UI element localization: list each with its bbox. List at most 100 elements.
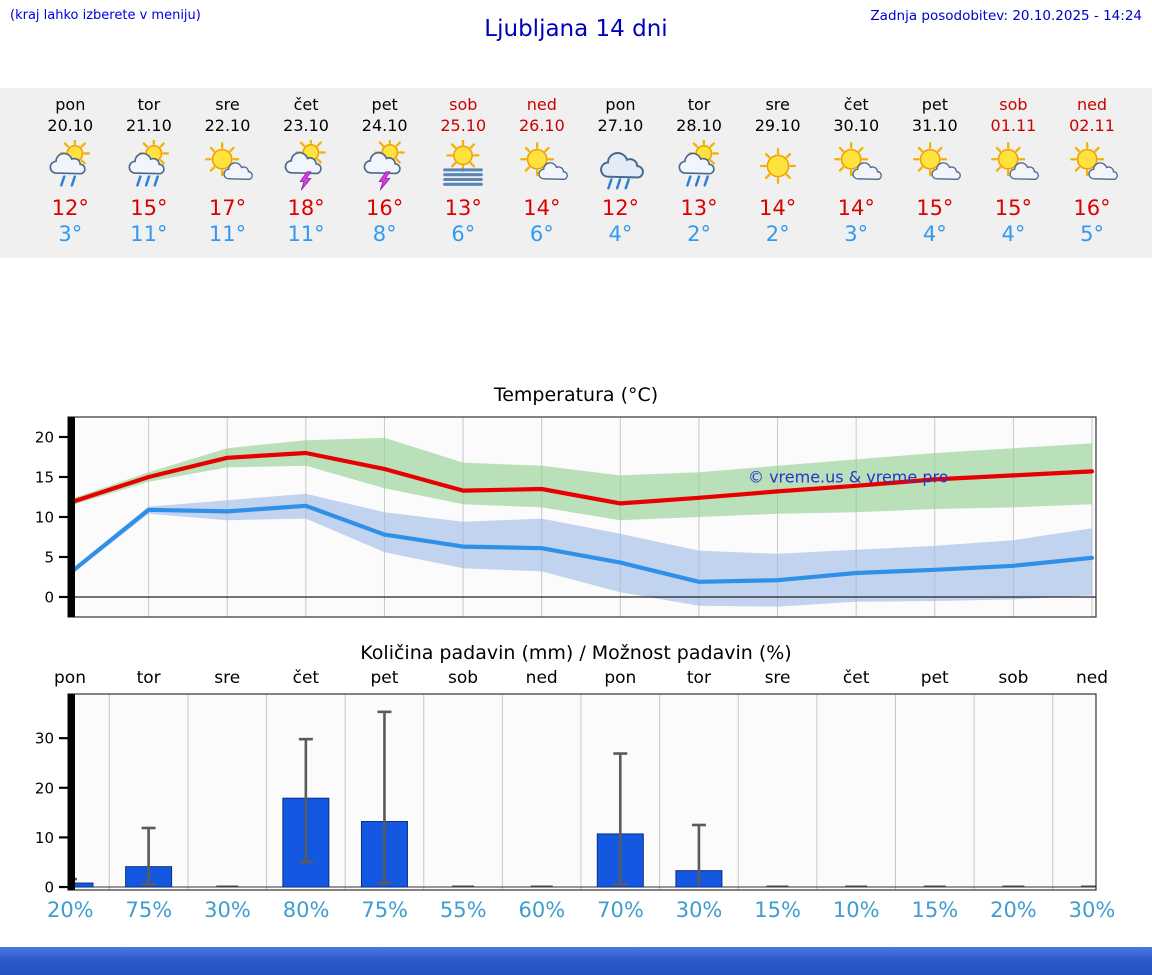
precip-bar-zero bbox=[452, 885, 475, 888]
day-date: 30.10 bbox=[833, 116, 880, 135]
min-temperature: 4° bbox=[608, 222, 633, 246]
precip-bar-zero bbox=[845, 885, 868, 888]
chart-day-label: sre bbox=[214, 668, 240, 688]
min-temperature: 4° bbox=[1001, 222, 1026, 246]
day-name: sre bbox=[215, 95, 240, 114]
min-temperature: 11° bbox=[130, 222, 168, 246]
precip-probability: 60% bbox=[518, 898, 566, 922]
min-temperature: 3° bbox=[58, 222, 83, 246]
max-temperature: 13° bbox=[680, 196, 718, 220]
precip-probability: 30% bbox=[1068, 898, 1116, 922]
precip-bar-zero bbox=[216, 885, 239, 888]
chart-day-label: sre bbox=[765, 668, 791, 688]
precip-probability: 30% bbox=[675, 898, 723, 922]
y-tick-label: 0 bbox=[44, 879, 54, 894]
min-temperature: 2° bbox=[765, 222, 790, 246]
weather-icon bbox=[110, 139, 189, 193]
weather-icon bbox=[188, 139, 267, 193]
max-temperature: 16° bbox=[366, 196, 404, 220]
sun-fog-icon bbox=[443, 140, 484, 186]
day-date: 01.11 bbox=[990, 116, 1037, 135]
min-temperature: 6° bbox=[529, 222, 554, 246]
day-date: 22.10 bbox=[204, 116, 251, 135]
watermark-link[interactable]: © vreme.us & vreme.pro bbox=[748, 468, 949, 487]
day-name: čet bbox=[293, 95, 319, 114]
chart-day-label: čet bbox=[293, 668, 320, 688]
precipitation-chart-section: Količina padavin (mm) / Možnost padavin … bbox=[0, 642, 1152, 922]
max-temperature: 15° bbox=[994, 196, 1033, 220]
day-column: pon 20.10 12° 3° bbox=[31, 94, 110, 258]
day-column: pon 27.10 12° 4° bbox=[581, 94, 660, 258]
weather-icon bbox=[267, 139, 346, 193]
precipitation-chart-title: Količina padavin (mm) / Možnost padavin … bbox=[360, 642, 792, 664]
precip-probability: 20% bbox=[46, 898, 94, 922]
precip-bar-zero bbox=[1002, 885, 1025, 888]
y-tick-label: 10 bbox=[35, 509, 54, 527]
temperature-chart-title: Temperatura (°C) bbox=[493, 384, 659, 406]
precip-probability: 30% bbox=[204, 898, 251, 922]
precip-probability-row: 20% 75% 30% 80% 75% 55% 60% 70% 30% 15% 10% 15% 20% 3… bbox=[0, 898, 1152, 922]
day-name: ned bbox=[526, 95, 557, 114]
day-name: čet bbox=[843, 95, 869, 114]
forecast-day-strip: pon 20.10 12° 3° tor 21.10 15° 11° sre 22.10 17° 11… bbox=[0, 88, 1152, 258]
day-date: 28.10 bbox=[676, 116, 722, 135]
weather-icon bbox=[345, 139, 424, 193]
y-tick-label: 5 bbox=[44, 549, 54, 567]
precip-bar-zero bbox=[530, 885, 553, 888]
max-temperature: 12° bbox=[601, 196, 640, 220]
day-column: sob 01.11 15° 4° bbox=[974, 94, 1053, 258]
temperature-chart: 0 5 10 15 20 © vreme.us & vreme.pro bbox=[35, 416, 1097, 618]
day-column: ned 02.11 16° 5° bbox=[1053, 94, 1132, 258]
footer-bar bbox=[0, 947, 1152, 975]
sun-cloud-icon bbox=[834, 142, 883, 180]
sun-cloud-icon bbox=[519, 142, 568, 180]
max-temperature: 17° bbox=[208, 196, 247, 220]
y-axis bbox=[68, 417, 75, 617]
weather-icon bbox=[738, 139, 817, 193]
day-date: 25.10 bbox=[440, 116, 487, 135]
max-temperature: 16° bbox=[1073, 196, 1111, 220]
min-temperature-range bbox=[70, 493, 1092, 607]
day-name: tor bbox=[137, 95, 161, 114]
precip-bar-zero bbox=[923, 885, 946, 888]
precip-probability: 75% bbox=[125, 898, 173, 922]
max-temperature: 14° bbox=[837, 196, 875, 220]
day-date: 21.10 bbox=[125, 116, 172, 135]
precip-probability: 15% bbox=[754, 898, 801, 922]
max-temperature: 18° bbox=[287, 196, 325, 220]
day-name: tor bbox=[687, 95, 711, 114]
weather-icon bbox=[503, 139, 582, 193]
sun-cloud-icon bbox=[205, 142, 254, 180]
y-tick-label: 0 bbox=[44, 589, 54, 607]
day-name: sre bbox=[765, 95, 790, 114]
min-temperature-line bbox=[67, 503, 1095, 584]
day-date: 26.10 bbox=[518, 116, 565, 135]
max-temperature: 12° bbox=[51, 196, 89, 220]
min-temperature: 4° bbox=[922, 222, 947, 246]
precip-probability: 70% bbox=[597, 898, 644, 922]
day-date: 20.10 bbox=[47, 116, 94, 135]
y-tick-label: 10 bbox=[35, 829, 54, 847]
day-name: ned bbox=[1076, 95, 1108, 114]
sun-showers-icon bbox=[49, 140, 91, 187]
max-temperature: 14° bbox=[523, 196, 561, 220]
chart-day-label: sob bbox=[998, 668, 1028, 688]
day-column: tor 28.10 13° 2° bbox=[660, 94, 739, 258]
day-column: čet 30.10 14° 3° bbox=[817, 94, 896, 258]
chart-day-label: sob bbox=[448, 668, 478, 688]
min-temperature: 5° bbox=[1080, 222, 1104, 246]
day-name: sob bbox=[999, 95, 1028, 114]
y-tick-label: 20 bbox=[35, 429, 54, 447]
day-date: 27.10 bbox=[597, 116, 644, 135]
day-name: pet bbox=[921, 95, 948, 114]
weather-icon bbox=[974, 139, 1053, 193]
min-temperature: 11° bbox=[208, 222, 247, 246]
chart-day-label: ned bbox=[1076, 668, 1108, 688]
precip-probability: 80% bbox=[282, 898, 330, 922]
min-temperature: 2° bbox=[687, 222, 711, 246]
day-column: čet 23.10 18° 11° bbox=[267, 94, 346, 258]
sun-rain-icon bbox=[678, 140, 720, 187]
chart-day-label: pon bbox=[54, 668, 86, 688]
top-bar: (kraj lahko izberete v meniju) Ljubljana… bbox=[0, 0, 1152, 88]
precip-bar-zero bbox=[1080, 885, 1096, 888]
